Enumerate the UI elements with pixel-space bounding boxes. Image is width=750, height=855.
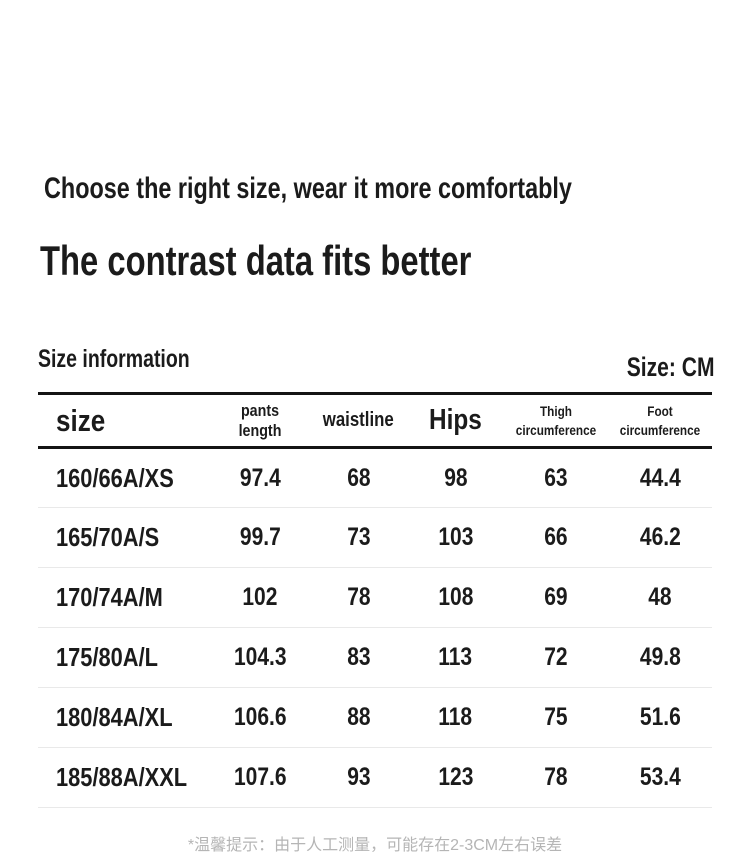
header-row: size pants length waistline Hips Thigh c… bbox=[38, 393, 712, 448]
cell-thigh-circumference: 63 bbox=[504, 447, 608, 508]
cell-waistline: 73 bbox=[310, 507, 407, 568]
header-cell-pants-length: pants length bbox=[238, 400, 282, 440]
page-title-text: The contrast data fits better bbox=[40, 237, 472, 284]
cell-foot-circumference: 49.8 bbox=[608, 627, 712, 688]
table-row: 185/88A/XXL 107.6 93 123 78 53.4 bbox=[38, 747, 712, 808]
cell-hips: 123 bbox=[407, 747, 504, 808]
size-information-label: Size information bbox=[38, 345, 232, 374]
unit-label-text: Size: CM bbox=[627, 352, 715, 382]
cell-hips: 113 bbox=[407, 627, 504, 688]
cell-pants-length: 102 bbox=[210, 567, 310, 628]
header-cell-size: size bbox=[56, 402, 106, 438]
cell-pants-length: 104.3 bbox=[210, 627, 310, 688]
cell-thigh-circumference: 78 bbox=[504, 747, 608, 808]
cell-waistline: 68 bbox=[310, 447, 407, 508]
unit-label: Size: CM bbox=[602, 352, 715, 383]
header-cell-waistline: waistline bbox=[323, 409, 394, 431]
measurement-disclaimer-note: *温馨提示：由于人工测量，可能存在2-3CM左右误差 bbox=[187, 837, 563, 854]
cell-pants-length: 107.6 bbox=[210, 747, 310, 808]
cell-hips: 118 bbox=[407, 687, 504, 748]
cell-waistline: 78 bbox=[310, 567, 407, 628]
size-table-body: 160/66A/XS 97.4 68 98 63 44.4 165/70A/S … bbox=[38, 447, 712, 808]
cell-size: 185/88A/XXL bbox=[38, 747, 210, 808]
cell-hips: 98 bbox=[407, 447, 504, 508]
header-cell-hips: Hips bbox=[429, 404, 482, 436]
cell-foot-circumference: 53.4 bbox=[608, 747, 712, 808]
cell-size: 170/74A/M bbox=[38, 567, 210, 628]
cell-waistline: 93 bbox=[310, 747, 407, 808]
page-subtitle: Choose the right size, wear it more comf… bbox=[44, 172, 721, 206]
header-cell-foot-circumference: Foot circumference bbox=[619, 402, 701, 438]
cell-size: 180/84A/XL bbox=[38, 687, 210, 748]
cell-thigh-circumference: 75 bbox=[504, 687, 608, 748]
table-row: 165/70A/S 99.7 73 103 66 46.2 bbox=[38, 507, 712, 568]
cell-foot-circumference: 44.4 bbox=[608, 447, 712, 508]
cell-thigh-circumference: 66 bbox=[504, 507, 608, 568]
size-table-header: size pants length waistline Hips Thigh c… bbox=[38, 393, 712, 448]
table-row: 175/80A/L 104.3 83 113 72 49.8 bbox=[38, 627, 712, 688]
cell-waistline: 88 bbox=[310, 687, 407, 748]
page-title: The contrast data fits better bbox=[40, 237, 593, 285]
cell-foot-circumference: 48 bbox=[608, 567, 712, 628]
cell-hips: 108 bbox=[407, 567, 504, 628]
cell-thigh-circumference: 72 bbox=[504, 627, 608, 688]
cell-hips: 103 bbox=[407, 507, 504, 568]
cell-pants-length: 99.7 bbox=[210, 507, 310, 568]
table-row: 160/66A/XS 97.4 68 98 63 44.4 bbox=[38, 447, 712, 508]
cell-pants-length: 97.4 bbox=[210, 447, 310, 508]
cell-size: 165/70A/S bbox=[38, 507, 210, 568]
cell-foot-circumference: 46.2 bbox=[608, 507, 712, 568]
cell-thigh-circumference: 69 bbox=[504, 567, 608, 628]
size-table: size pants length waistline Hips Thigh c… bbox=[38, 392, 712, 808]
cell-pants-length: 106.6 bbox=[210, 687, 310, 748]
size-information-text: Size information bbox=[38, 345, 190, 373]
table-row: 170/74A/M 102 78 108 69 48 bbox=[38, 567, 712, 628]
cell-size: 160/66A/XS bbox=[38, 447, 210, 508]
cell-size: 175/80A/L bbox=[38, 627, 210, 688]
page-subtitle-text: Choose the right size, wear it more comf… bbox=[44, 172, 572, 205]
table-row: 180/84A/XL 106.6 88 118 75 51.6 bbox=[38, 687, 712, 748]
cell-waistline: 83 bbox=[310, 627, 407, 688]
header-cell-thigh-circumference: Thigh circumference bbox=[515, 402, 597, 438]
cell-foot-circumference: 51.6 bbox=[608, 687, 712, 748]
